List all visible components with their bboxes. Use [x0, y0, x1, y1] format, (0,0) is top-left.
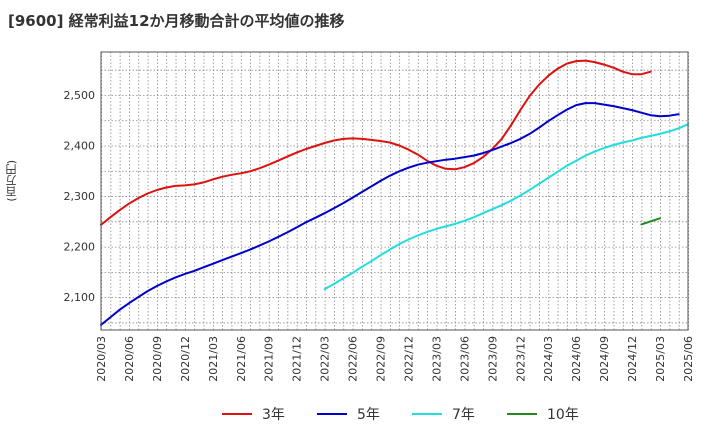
x-tick-label: 2021/06	[235, 336, 248, 382]
x-tick-label: 2022/06	[347, 336, 360, 382]
x-tick-label: 2022/09	[375, 336, 388, 382]
x-tick-label: 2021/03	[207, 336, 220, 382]
x-tick-label: 2023/12	[514, 336, 527, 382]
x-tick-label: 2023/06	[458, 336, 471, 382]
y-tick-label: 2,500	[64, 89, 96, 102]
x-tick-label: 2020/06	[123, 336, 136, 382]
chart-title: [9600] 経常利益12か月移動合計の平均値の推移	[8, 12, 345, 30]
y-tick-label: 2,100	[64, 291, 96, 304]
y-tick-label: 2,200	[64, 241, 96, 254]
x-tick-label: 2021/09	[263, 336, 276, 382]
series-lines	[100, 59, 689, 326]
y-tick-label: 2,400	[64, 140, 96, 153]
series-line-2	[323, 123, 689, 291]
x-tick-label: 2025/06	[682, 336, 695, 382]
x-tick-labels: 2020/03 2020/06 2020/09 2020/12 2021/03 2021/…	[95, 336, 695, 382]
legend: 3年 5年 7年 10年	[222, 407, 579, 423]
series-line-1	[100, 102, 680, 326]
y-tick-label: 2,300	[64, 190, 96, 203]
x-tick-label: 2020/03	[95, 336, 108, 382]
y-tick-labels: 2,100 2,200 2,300 2,400 2,500	[64, 89, 96, 304]
x-tick-label: 2024/09	[598, 336, 611, 382]
x-tick-label: 2023/03	[430, 336, 443, 382]
x-tick-label: 2024/03	[542, 336, 555, 382]
legend-label-1: 5年	[357, 407, 380, 423]
grid	[101, 52, 689, 330]
x-tick-label: 2025/03	[654, 336, 667, 382]
x-tick-label: 2023/09	[486, 336, 499, 382]
x-tick-label: 2024/06	[570, 336, 583, 382]
legend-label-0: 3年	[262, 407, 285, 423]
x-tick-label: 2022/03	[319, 336, 332, 382]
x-tick-label: 2020/12	[179, 336, 192, 382]
x-tick-label: 2021/12	[291, 336, 304, 382]
plot-frame	[100, 51, 689, 331]
legend-label-3: 10年	[547, 407, 579, 423]
series-line-3	[640, 217, 661, 226]
legend-label-2: 7年	[452, 407, 475, 423]
x-tick-label: 2022/12	[402, 336, 415, 382]
x-tick-label: 2024/12	[626, 336, 639, 382]
series-line-0	[100, 59, 652, 226]
x-tick-label: 2020/09	[151, 336, 164, 382]
